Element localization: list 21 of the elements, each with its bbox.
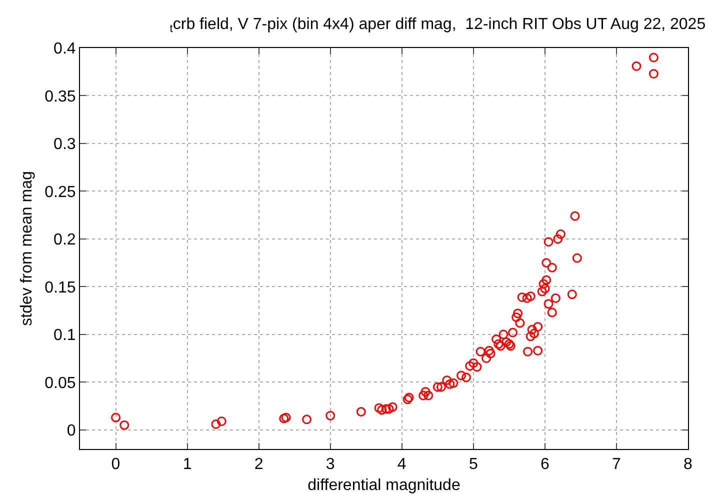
- y-tick-label: 0.15: [44, 279, 76, 296]
- y-tick-label: 0.4: [54, 40, 76, 58]
- y-tick-label: 0.3: [54, 136, 76, 154]
- x-tick-label: 6: [540, 456, 550, 474]
- x-tick-label: 5: [468, 456, 478, 474]
- x-tick-label: 4: [397, 456, 406, 474]
- y-tick-label: 0.25: [44, 184, 76, 201]
- x-tick-label: 1: [182, 456, 192, 474]
- y-tick-label: 0.1: [54, 327, 76, 344]
- x-tick-label: 8: [684, 456, 693, 474]
- x-tick-label: 3: [326, 456, 335, 474]
- x-tick-label: 2: [254, 456, 264, 474]
- x-axis-title: differential magnitude: [308, 476, 460, 494]
- x-tick-label: 0: [111, 456, 120, 474]
- x-tick-label: 7: [612, 456, 622, 474]
- y-tick-label: 0.05: [44, 374, 76, 392]
- y-tick-label: 0.35: [44, 88, 76, 106]
- chart-title: $_{t}$crb field, V 7-pix (bin 4x4) aper diff mag, 12-inch RIT Obs UT Aug 22, 2025: [170, 16, 706, 36]
- y-tick-label: 0.2: [54, 232, 76, 249]
- y-axis-title: stdev from mean mag: [18, 171, 36, 326]
- y-tick-label: 0: [66, 422, 76, 440]
